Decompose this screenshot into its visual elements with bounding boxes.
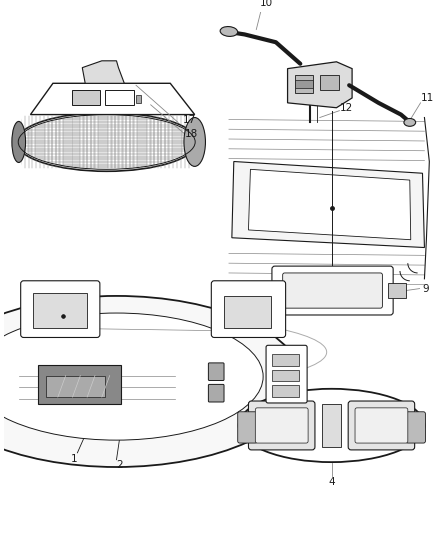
Bar — [322, 404, 341, 447]
Text: 17: 17 — [183, 116, 196, 125]
Ellipse shape — [12, 122, 25, 163]
FancyBboxPatch shape — [266, 345, 307, 403]
Text: 2: 2 — [116, 459, 123, 470]
Ellipse shape — [239, 389, 424, 462]
Ellipse shape — [0, 296, 302, 467]
Bar — [272, 354, 299, 366]
Polygon shape — [82, 61, 124, 83]
Ellipse shape — [404, 118, 416, 126]
FancyBboxPatch shape — [238, 412, 257, 443]
FancyBboxPatch shape — [208, 384, 224, 402]
Polygon shape — [31, 83, 195, 115]
Text: 11: 11 — [421, 93, 434, 103]
FancyBboxPatch shape — [272, 266, 393, 315]
Ellipse shape — [220, 27, 238, 36]
FancyBboxPatch shape — [406, 412, 425, 443]
Bar — [320, 76, 339, 90]
FancyBboxPatch shape — [255, 408, 308, 443]
Bar — [224, 296, 271, 328]
Ellipse shape — [184, 117, 205, 166]
Text: 9: 9 — [422, 284, 429, 294]
Bar — [272, 385, 299, 397]
FancyBboxPatch shape — [21, 281, 100, 337]
Bar — [105, 90, 134, 105]
Bar — [388, 282, 406, 298]
Text: 10: 10 — [259, 0, 272, 8]
Ellipse shape — [0, 313, 263, 440]
Text: 18: 18 — [185, 129, 198, 139]
FancyBboxPatch shape — [211, 281, 286, 337]
Bar — [73, 90, 100, 105]
Bar — [38, 365, 121, 404]
Polygon shape — [232, 161, 424, 247]
Bar — [295, 76, 313, 93]
Text: 1: 1 — [71, 454, 78, 464]
Bar — [272, 370, 299, 382]
FancyBboxPatch shape — [248, 401, 315, 450]
FancyBboxPatch shape — [348, 401, 415, 450]
Polygon shape — [288, 62, 352, 108]
FancyBboxPatch shape — [355, 408, 408, 443]
Text: 4: 4 — [328, 477, 335, 487]
Text: 12: 12 — [339, 103, 353, 113]
Bar — [33, 294, 87, 328]
Ellipse shape — [16, 112, 197, 171]
Bar — [136, 95, 141, 103]
FancyBboxPatch shape — [283, 273, 382, 308]
FancyBboxPatch shape — [208, 363, 224, 381]
Bar — [46, 376, 105, 397]
Polygon shape — [248, 169, 411, 240]
Bar — [295, 80, 313, 88]
